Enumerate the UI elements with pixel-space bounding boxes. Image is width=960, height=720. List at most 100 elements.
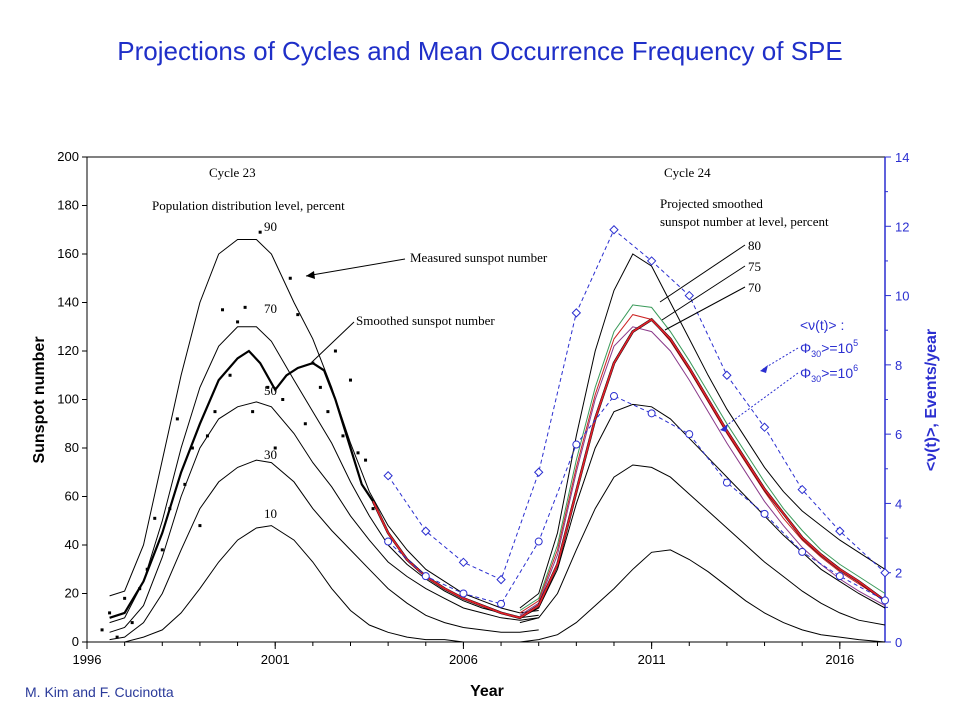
- cycle23-label: Cycle 23: [209, 165, 256, 180]
- y2-tick-label: 12: [895, 219, 909, 234]
- percentile-curve-30: [109, 459, 539, 641]
- measured-point: [130, 621, 134, 625]
- x-tick-label: 2006: [449, 652, 478, 667]
- y2-tick-label: 14: [895, 150, 909, 165]
- measured-point: [108, 611, 112, 615]
- cycle24-label: Cycle 24: [664, 165, 711, 180]
- x-tick-label: 1996: [73, 652, 102, 667]
- y-tick-label: 40: [65, 537, 79, 552]
- y-tick-label: 100: [57, 392, 79, 407]
- measured-point: [326, 410, 330, 414]
- freq-1e5-point: [458, 557, 469, 568]
- freq-1e5-point: [835, 526, 845, 536]
- y2-tick-label: 8: [895, 358, 902, 373]
- measured-point: [281, 398, 285, 401]
- x-tick-label: 2011: [638, 652, 666, 667]
- measured-point: [288, 276, 292, 280]
- y2-tick-label: 0: [895, 635, 902, 650]
- freq-1e5-point: [797, 484, 807, 495]
- smoothed-label: Smoothed sunspot number: [356, 313, 495, 328]
- legend-pointer-1e5: [762, 347, 799, 370]
- measured-point: [296, 313, 300, 317]
- freq-1e6-point: [685, 430, 694, 439]
- freq-1e5-point: [759, 422, 770, 432]
- measured-point: [183, 482, 187, 486]
- measured-point: [138, 587, 142, 591]
- smoothed-sunspot-line: [109, 349, 375, 619]
- legend-phi-1e6: Φ30>=106: [800, 363, 858, 384]
- freq-1e6-point: [760, 509, 769, 518]
- percentile-curve-90: [109, 239, 539, 614]
- measured-point: [311, 361, 315, 365]
- y-tick-label: 180: [57, 198, 79, 213]
- y-tick-label: 20: [65, 586, 79, 601]
- measured-arrowhead: [306, 271, 315, 279]
- freq-1e6-point: [722, 478, 731, 487]
- population-level-label: Population distribution level, percent: [152, 198, 345, 213]
- smoothed-sunspot-series: [109, 349, 375, 619]
- y-tick-label: 120: [57, 343, 79, 358]
- measured-point: [341, 434, 345, 438]
- measured-point: [273, 446, 277, 450]
- level-70-pointer: [664, 286, 746, 331]
- smoothed-arrow: [311, 321, 355, 363]
- freq-1e6-line: [387, 395, 886, 605]
- freq-1e5-point: [880, 568, 890, 578]
- measured-point: [251, 410, 255, 414]
- y2-tick-label: 6: [895, 427, 902, 442]
- plot-frame: [86, 156, 886, 643]
- x-axis-label: Year: [470, 683, 504, 700]
- measured-point: [303, 422, 307, 426]
- y-tick-label: 200: [57, 149, 79, 164]
- measured-point: [371, 507, 375, 511]
- freq-1e6-point: [534, 537, 543, 546]
- cycle24-curve-lower-c: [519, 549, 886, 643]
- measured-point: [236, 320, 240, 324]
- measured-point: [243, 305, 247, 309]
- cycle24-curve-lower-a: [519, 403, 886, 619]
- legend-arrowhead-1e6: [720, 424, 728, 432]
- projected-sunspot-series: [371, 317, 886, 620]
- level-75-pointer: [661, 265, 746, 321]
- y2-tick-label: 2: [895, 566, 902, 581]
- freq-1e5-point: [571, 308, 582, 318]
- level-70-c24-label: 70: [748, 280, 761, 295]
- freq-1e6-point: [835, 572, 844, 581]
- legend-arrowhead-1e5: [760, 365, 768, 373]
- legend-pointer-1e6: [722, 372, 799, 429]
- y2-tick-label: 4: [895, 496, 902, 511]
- measured-point: [221, 308, 225, 312]
- level-90-label: 90: [264, 219, 277, 234]
- measured-point: [153, 516, 157, 520]
- measured-point: [145, 567, 149, 571]
- x-tick-label: 2016: [825, 652, 854, 667]
- freq-1e6-point: [572, 440, 581, 449]
- y-tick-label: 0: [72, 634, 79, 649]
- measured-point: [205, 434, 209, 438]
- freq-1e6-point: [798, 547, 807, 556]
- projected-label-line2: sunspot number at level, percent: [660, 214, 829, 229]
- level-80-pointer: [659, 244, 746, 303]
- event-frequency-series: [383, 225, 890, 608]
- measured-point: [258, 230, 262, 234]
- cycle24-curve-lower-b: [519, 464, 886, 626]
- level-10-label: 10: [264, 506, 277, 521]
- measured-point: [348, 378, 352, 382]
- measured-point: [356, 451, 360, 455]
- percentile-curve-70: [109, 326, 539, 624]
- measured-point: [198, 524, 202, 528]
- chart-axes: 0 20 40 60 80 100 120 140 160 180 200 0 2 4 6 8 10 12 14 19…: [31, 149, 940, 700]
- freq-1e5-point: [421, 526, 431, 536]
- freq-1e5-point: [646, 256, 657, 266]
- measured-point: [160, 548, 164, 552]
- percentile-curve-50: [109, 401, 539, 633]
- measured-point: [333, 349, 337, 353]
- freq-1e5-point: [496, 574, 506, 585]
- freq-1e6-point: [497, 599, 506, 608]
- measured-point: [228, 373, 232, 377]
- measured-arrow: [305, 258, 406, 277]
- freq-1e5-point: [609, 225, 619, 235]
- level-70-label: 70: [264, 301, 277, 316]
- measured-point: [123, 596, 127, 600]
